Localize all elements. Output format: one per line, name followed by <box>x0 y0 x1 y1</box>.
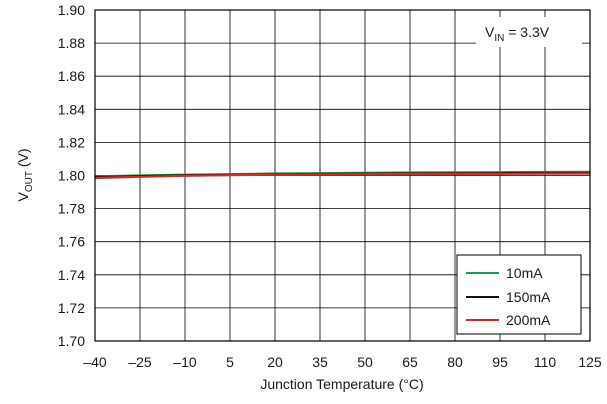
x-tick-label: 125 <box>578 354 602 370</box>
y-tick-label: 1.70 <box>58 333 85 349</box>
annotation-vin-main: V <box>485 24 495 40</box>
y-tick-label: 1.88 <box>58 35 85 51</box>
x-tick-label: 110 <box>534 354 557 370</box>
annotation-vin: VIN = 3.3V <box>485 24 550 44</box>
x-tick-label: 50 <box>357 354 373 370</box>
y-tick-label: 1.78 <box>58 201 85 217</box>
y-axis-title-unit: (V) <box>15 148 31 171</box>
x-tick-label: 5 <box>226 354 234 370</box>
y-tick-label: 1.74 <box>58 267 85 283</box>
x-tick-label: –10 <box>173 354 197 370</box>
x-axis-title: Junction Temperature (°C) <box>260 376 423 392</box>
y-axis-title: VOUT (V) <box>15 148 35 201</box>
legend: 10mA 150mA 200mA <box>456 254 582 335</box>
x-tick-label: 95 <box>492 354 508 370</box>
x-tick-label: –25 <box>128 354 152 370</box>
y-tick-labels: 1.70 1.72 1.74 1.76 1.78 1.80 1.82 1.84 1.86 1.88… <box>58 2 85 349</box>
x-tick-label: 35 <box>312 354 328 370</box>
x-tick-label: –40 <box>83 354 107 370</box>
annotation-vin-sub: IN <box>494 33 504 44</box>
y-tick-label: 1.84 <box>58 101 85 117</box>
y-tick-label: 1.76 <box>58 234 85 250</box>
y-tick-label: 1.80 <box>58 168 85 184</box>
y-tick-label: 1.82 <box>58 134 85 150</box>
y-axis-title-main: V <box>15 192 31 202</box>
x-tick-label: 80 <box>447 354 463 370</box>
series-line-200mA <box>94 172 591 180</box>
plot-frame <box>94 9 591 342</box>
x-tick-labels: –40 –25 –10 5 20 35 50 65 80 95 110 125 <box>83 354 602 370</box>
annotation-vin-rest: = 3.3V <box>504 24 549 40</box>
legend-label-200mA: 200mA <box>506 312 551 328</box>
y-axis-title-sub: OUT <box>24 171 35 192</box>
y-tick-label: 1.90 <box>58 2 85 18</box>
series-lines <box>94 170 591 180</box>
x-tick-label: 65 <box>402 354 418 370</box>
y-tick-label: 1.86 <box>58 68 85 84</box>
annotation-box <box>476 17 582 47</box>
legend-label-150mA: 150mA <box>506 289 551 305</box>
legend-label-10mA: 10mA <box>506 265 543 281</box>
x-tick-label: 20 <box>267 354 283 370</box>
y-tick-label: 1.72 <box>58 300 85 316</box>
